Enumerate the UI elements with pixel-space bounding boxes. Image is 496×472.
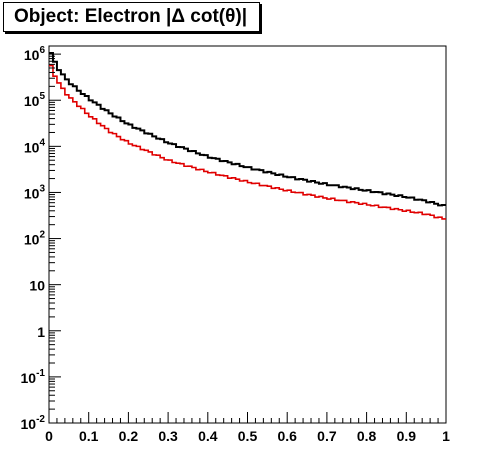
y-tick-label: 103 <box>24 183 46 201</box>
x-tick-label: 1 <box>442 428 450 444</box>
y-tick-label: 10 <box>29 278 45 294</box>
x-tick-label: 0.4 <box>198 428 218 444</box>
x-tick-label: 0 <box>45 428 53 444</box>
chart-title: Object: Electron |Δ cot(θ)| <box>3 2 261 32</box>
x-tick-label: 0.8 <box>357 428 377 444</box>
x-tick-label: 0.2 <box>119 428 139 444</box>
x-tick-label: 0.7 <box>317 428 337 444</box>
y-tick-label: 102 <box>24 230 46 248</box>
y-tick-label: 1 <box>37 324 45 340</box>
x-tick-label: 0.9 <box>397 428 417 444</box>
y-tick-label: 10-1 <box>21 368 46 386</box>
x-tick-label: 0.6 <box>277 428 297 444</box>
x-tick-label: 0.1 <box>79 428 99 444</box>
plot-frame <box>48 45 447 424</box>
series-layer <box>49 51 446 220</box>
y-tick-label: 10-2 <box>21 414 46 432</box>
x-tick-label: 0.5 <box>238 428 258 444</box>
series-1-line <box>49 51 446 207</box>
y-tick-label: 105 <box>24 91 46 109</box>
x-tick-label: 0.3 <box>158 428 178 444</box>
y-tick-label: 104 <box>24 137 46 155</box>
axis-layer: 0 0.1 0.2 0.3 0.4 0.5 0.6 0.7 0.8 0.9 1 10-2 10-1 1 10… <box>21 45 451 444</box>
y-tick-label: 106 <box>24 45 46 63</box>
series-2-line <box>49 64 446 220</box>
